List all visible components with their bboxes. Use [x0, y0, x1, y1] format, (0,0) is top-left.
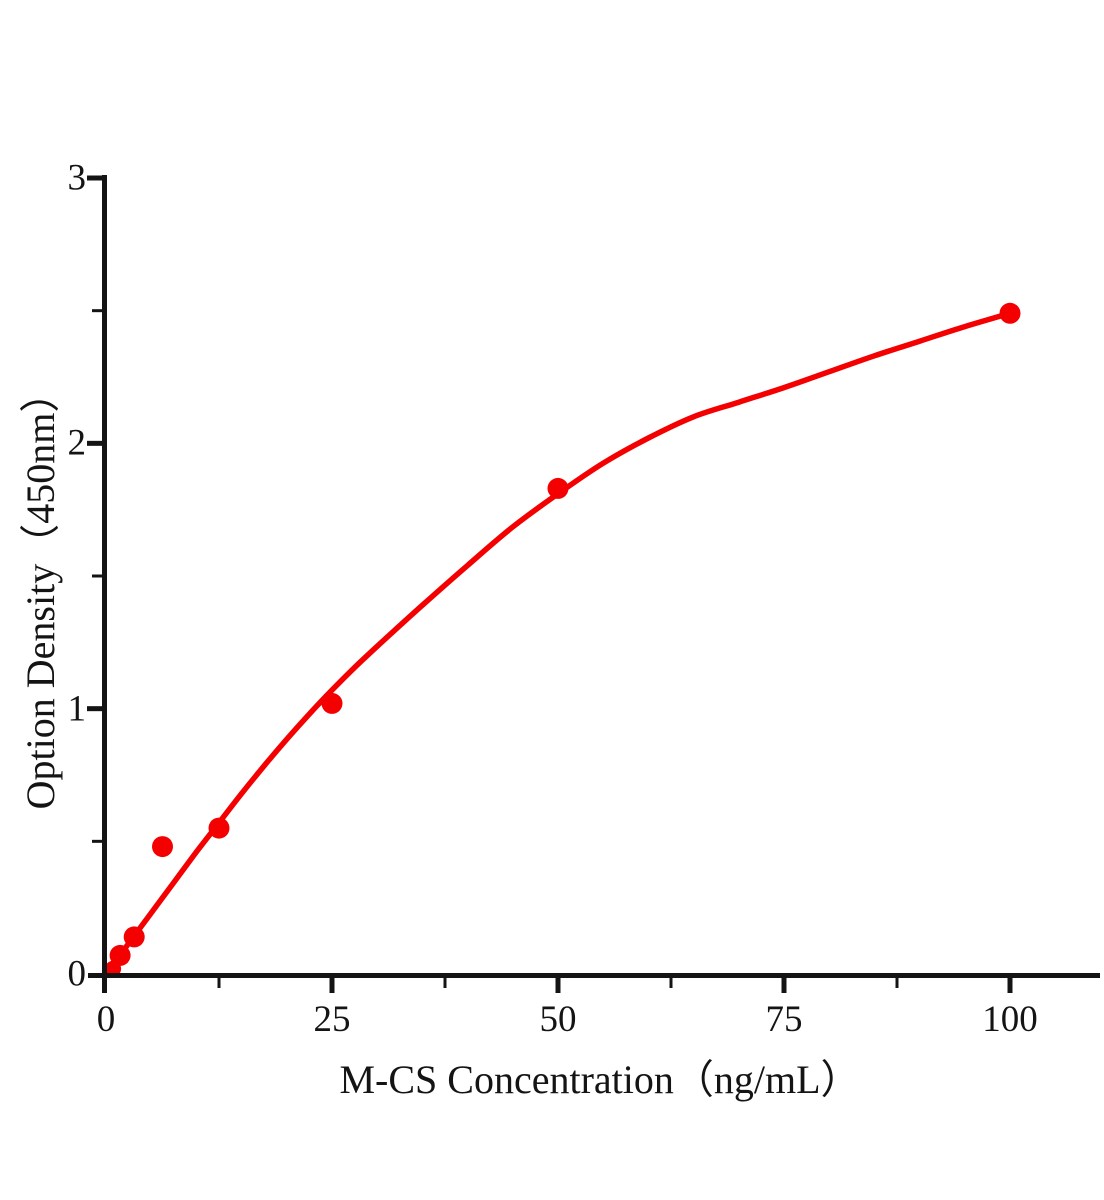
- data-point: [321, 692, 343, 714]
- y-tick-label: 1: [67, 688, 87, 730]
- x-tick-label: 100: [982, 999, 1038, 1040]
- data-point: [547, 477, 569, 499]
- x-tick-label: 75: [765, 999, 803, 1040]
- data-point: [123, 926, 145, 948]
- data-point: [109, 944, 131, 966]
- x-tick-label: 25: [313, 999, 351, 1040]
- y-tick-label: 0: [67, 953, 87, 995]
- data-point: [999, 302, 1021, 324]
- fit-curve: [103, 310, 1013, 977]
- y-tick-label: 3: [67, 157, 87, 199]
- x-tick-label: 0: [96, 999, 116, 1040]
- x-axis-title: M-CS Concentration（ng/mL）: [339, 1057, 861, 1102]
- data-point: [208, 817, 230, 839]
- data-point: [152, 836, 173, 858]
- y-tick-label: 2: [67, 422, 87, 464]
- x-tick-label: 50: [539, 999, 577, 1040]
